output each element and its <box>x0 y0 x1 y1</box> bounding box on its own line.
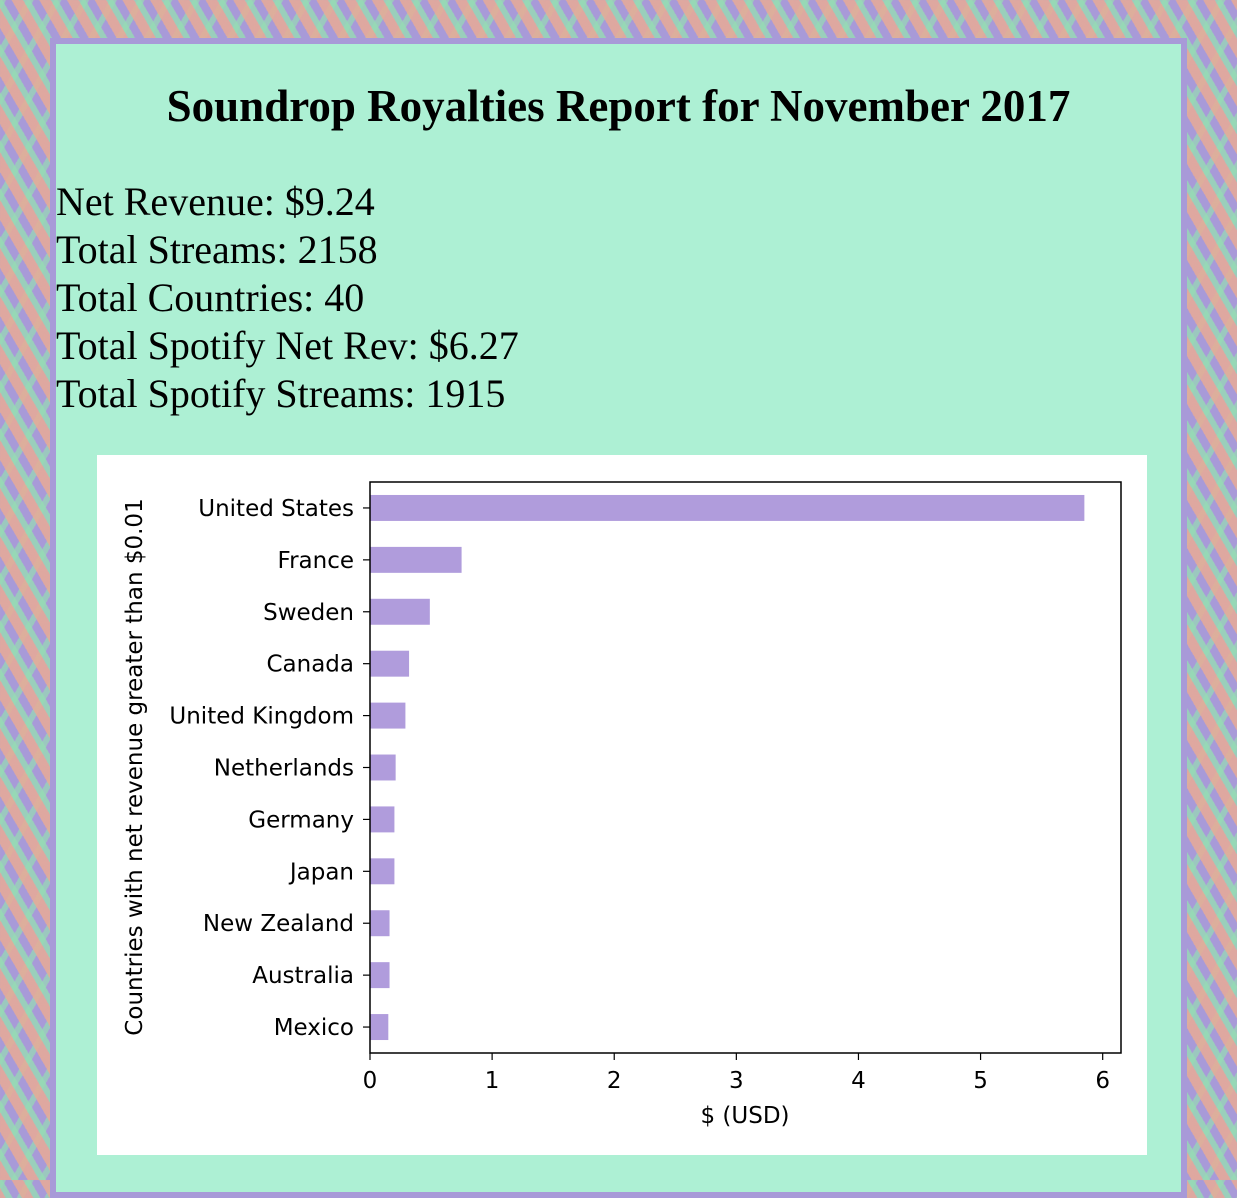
spotify-streams-stat: Total Spotify Streams: 1915 <box>56 371 506 416</box>
y-axis-label: Countries with net revenue greater than … <box>122 498 148 1035</box>
y-tick-label: Sweden <box>263 600 354 626</box>
x-tick-label: 5 <box>973 1068 988 1094</box>
y-tick-label: Canada <box>266 652 354 678</box>
y-tick-label: New Zealand <box>203 911 354 937</box>
x-axis-label: $ (USD) <box>700 1103 789 1129</box>
y-tick-label: Australia <box>252 963 354 989</box>
report-panel: Soundrop Royalties Report for November 2… <box>50 38 1187 1198</box>
y-tick-label: United States <box>198 496 354 522</box>
y-tick-label: Netherlands <box>214 756 354 782</box>
y-tick-label: Japan <box>288 859 354 885</box>
y-tick-label: United Kingdom <box>169 704 354 730</box>
plot-frame <box>369 481 1122 1054</box>
bar-sweden <box>370 598 430 625</box>
summary-stats: Net Revenue: $9.24 Total Streams: 2158 T… <box>56 178 519 418</box>
bar-united-states <box>370 494 1085 521</box>
revenue-chart: United States France Sweden Canada United Ki… <box>97 455 1147 1155</box>
report-title: Soundrop Royalties Report for November 2… <box>166 81 1071 131</box>
chart-canvas: United States France Sweden Canada United Ki… <box>122 481 1122 1129</box>
bar-netherlands <box>370 754 396 781</box>
spotify-net-rev-stat: Total Spotify Net Rev: $6.27 <box>56 323 519 368</box>
bar-australia <box>370 962 390 989</box>
x-tick-label: 2 <box>607 1068 622 1094</box>
bar-mexico <box>370 1014 389 1041</box>
x-tick-label: 4 <box>851 1068 866 1094</box>
total-countries-stat: Total Countries: 40 <box>56 275 365 320</box>
bar-germany <box>370 806 395 833</box>
y-tick-label: Mexico <box>274 1015 354 1041</box>
bar-canada <box>370 650 410 677</box>
net-revenue-stat: Net Revenue: $9.24 <box>56 179 375 224</box>
bar-united-kingdom <box>370 702 406 729</box>
x-tick-label: 6 <box>1095 1068 1110 1094</box>
y-tick-label: Germany <box>248 807 354 833</box>
bar-france <box>370 546 462 573</box>
bar-new-zealand <box>370 910 390 937</box>
x-tick-label: 3 <box>729 1068 744 1094</box>
total-streams-stat: Total Streams: 2158 <box>56 227 378 272</box>
x-tick-label: 0 <box>363 1068 378 1094</box>
y-tick-label: France <box>278 548 354 574</box>
bar-japan <box>370 858 395 885</box>
x-tick-label: 1 <box>485 1068 500 1094</box>
